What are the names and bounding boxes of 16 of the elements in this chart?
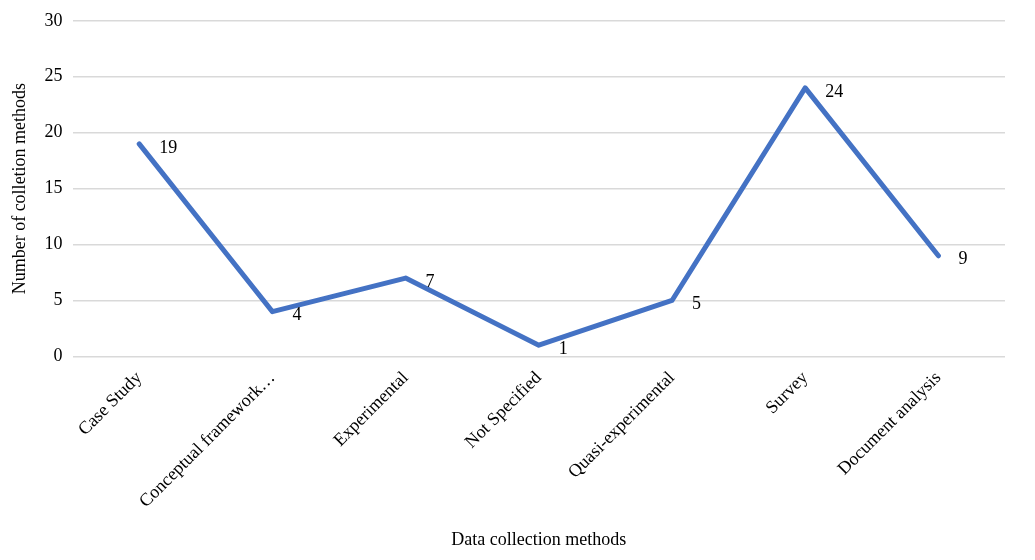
y-tick-label: 15 [44,177,63,198]
x-axis-title: Data collection methods [451,528,627,549]
data-label: 19 [159,136,178,157]
y-tick-label: 0 [53,345,63,366]
data-label: 9 [958,248,968,269]
y-tick-label: 25 [44,65,63,86]
y-axis-title: Number of colletion methods [8,82,29,295]
y-tick-label: 5 [53,289,63,310]
data-label: 5 [692,293,701,314]
y-tick-label: 20 [44,121,63,142]
y-tick-label: 30 [44,9,63,30]
data-label: 24 [825,80,844,101]
data-label: 1 [558,337,568,358]
y-tick-label: 10 [44,233,63,254]
data-label: 7 [425,270,435,291]
data-label: 4 [292,304,302,325]
